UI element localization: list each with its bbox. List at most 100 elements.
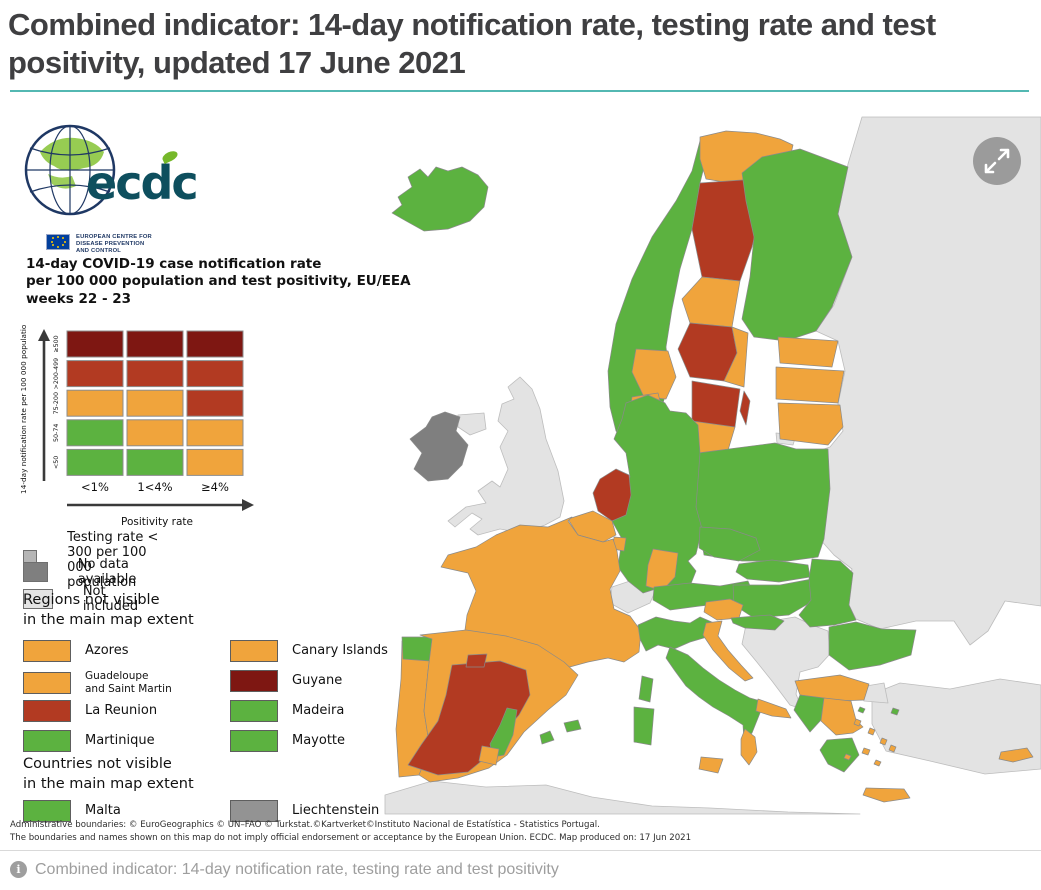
region-label: Mayotte — [292, 733, 346, 749]
region-legend-item: Guyane — [230, 669, 342, 692]
region-legend-item: Martinique — [23, 729, 155, 752]
map-region-murcia[interactable] — [478, 745, 500, 765]
heading-line: Regions not visible — [23, 591, 160, 608]
map-region-balearic-mallorca[interactable] — [539, 730, 555, 744]
matrix-cell — [126, 389, 184, 417]
matrix-cell — [186, 418, 244, 446]
map-credits: Administrative boundaries: © EuroGeograp… — [10, 819, 691, 847]
matrix-col-label: ≥4% — [201, 480, 229, 494]
status-label: Testing rate < 300 per 100 000 populatio… — [67, 529, 159, 590]
map-region-slovenia[interactable] — [703, 598, 744, 620]
map-panel: ecdc EUROPEAN CENTRE FOR DISEASE PREVENTI… — [0, 108, 1041, 850]
map-region-gotland[interactable] — [739, 390, 751, 425]
bivariate-legend-matrix: ≥500 >200-499 75-200 50-74 <50 <1% 1<4% ≥4% 14-d… — [19, 325, 254, 528]
expand-map-button[interactable] — [973, 136, 1021, 185]
status-label: Not included — [82, 583, 139, 614]
y-axis-arrow-icon — [38, 328, 50, 341]
map-region-aegean-islands-orange[interactable] — [843, 718, 897, 766]
map-region-iceland[interactable] — [391, 166, 489, 231]
status-legend-row: No data available — [23, 557, 150, 587]
matrix-cell — [126, 418, 184, 446]
country-swatch — [230, 799, 278, 822]
matrix-row-label: 75-200 — [53, 392, 60, 414]
status-label: No data available — [77, 556, 137, 587]
heading-line: Countries not visible — [23, 755, 172, 772]
matrix-cell — [186, 330, 244, 358]
region-label: Canary Islands — [292, 643, 388, 659]
map-region-north-africa[interactable] — [384, 780, 861, 815]
map-region-sardinia[interactable] — [633, 706, 655, 745]
map-region-valencia[interactable] — [489, 707, 518, 757]
country-label: Liechtenstein — [292, 803, 380, 819]
map-region-corsica[interactable] — [638, 675, 654, 702]
heading-line: in the main map extent — [23, 611, 194, 628]
legend-title: 14-day COVID-19 case notification rate pe… — [26, 256, 411, 309]
map-region-italy-north[interactable] — [637, 616, 715, 651]
matrix-x-axis-label: Positivity rate — [121, 516, 193, 528]
ecdc-org-line: AND CONTROL — [76, 248, 122, 255]
map-region-lithuania[interactable] — [777, 402, 844, 445]
ecdc-wordmark: ecdc — [86, 155, 199, 210]
matrix-cell — [186, 448, 244, 476]
caption-bar: i Combined indicator: 14-day notificatio… — [0, 849, 1041, 882]
map-region-czechia[interactable] — [698, 526, 761, 561]
map-region-netherlands[interactable] — [592, 468, 632, 521]
region-legend-item: Azores — [23, 639, 129, 662]
region-swatch — [230, 639, 278, 662]
map-region-italy-peninsula[interactable] — [665, 646, 765, 741]
map-region-sweden-east[interactable] — [723, 326, 749, 387]
legend-title-line: 14-day COVID-19 case notification rate — [26, 255, 322, 272]
map-region-crete[interactable] — [862, 787, 911, 802]
status-legend-row: Not included — [23, 584, 146, 614]
region-swatch — [230, 699, 278, 722]
matrix-row-label: ≥500 — [53, 335, 60, 352]
map-region-spain-rioja[interactable] — [465, 653, 488, 667]
map-region-romania[interactable] — [798, 558, 857, 627]
map-region-croatia-inland[interactable] — [730, 614, 785, 630]
matrix-row-label: 50-74 — [53, 423, 60, 441]
country-legend-item: Malta — [23, 799, 121, 822]
page-header: Combined indicator: 14-day notification … — [0, 0, 1041, 92]
page-title: Combined indicator: 14-day notification … — [8, 7, 936, 80]
ecdc-globe-icon — [24, 124, 116, 215]
title-divider — [10, 89, 1029, 92]
legend-title-line: weeks 22 - 23 — [26, 290, 132, 307]
matrix-row-label: <50 — [53, 455, 60, 468]
region-label: Guadeloupe and Saint Martin — [85, 669, 172, 695]
map-region-ireland[interactable] — [409, 411, 469, 481]
map-region-slovakia[interactable] — [735, 559, 811, 582]
matrix-y-axis-label: 14-day notification rate per 100 000 pop… — [19, 325, 28, 494]
map-region-greece-west[interactable] — [793, 694, 825, 732]
map-region-sicily[interactable] — [698, 756, 724, 773]
map-region-sweden-mid[interactable] — [681, 276, 741, 327]
matrix-cell — [126, 330, 184, 358]
map-region-latvia[interactable] — [775, 366, 845, 403]
credits-line2: The boundaries and names shown on this m… — [10, 833, 692, 844]
map-region-cyprus[interactable] — [998, 747, 1034, 762]
matrix-cell — [126, 448, 184, 476]
countries-heading: Countries not visible in the main map ext… — [23, 754, 194, 794]
matrix-cell — [186, 389, 244, 417]
map-region-puglia[interactable] — [755, 698, 792, 718]
regions-heading: Regions not visible in the main map exten… — [23, 590, 194, 630]
region-swatch — [230, 669, 278, 692]
eu-flag-icon — [46, 233, 70, 250]
map-region-bulgaria[interactable] — [828, 621, 917, 670]
map-region-great-britain[interactable] — [447, 376, 565, 536]
map-region-norway-south[interactable] — [631, 348, 677, 399]
caption-text: Combined indicator: 14-day notification … — [35, 860, 559, 878]
ecdc-org-line: EUROPEAN CENTRE FOR — [76, 233, 152, 240]
map-region-northern-ireland[interactable] — [457, 412, 487, 436]
map-region-estonia[interactable] — [777, 336, 839, 367]
region-swatch — [23, 671, 71, 694]
map-region-peloponnese[interactable] — [819, 737, 860, 772]
map-region-calabria[interactable] — [740, 728, 758, 765]
map-region-greece-central[interactable] — [820, 697, 864, 735]
heading-line: in the main map extent — [23, 775, 194, 792]
region-legend-item: Mayotte — [230, 729, 346, 752]
map-region-balearic-menorca[interactable] — [563, 719, 582, 732]
map-region-portugal-norte[interactable] — [401, 636, 434, 661]
map-region-croatia-coast[interactable] — [702, 620, 754, 681]
map-region-aegean-islands-green[interactable] — [857, 706, 900, 715]
map-region-finland[interactable] — [741, 148, 853, 341]
